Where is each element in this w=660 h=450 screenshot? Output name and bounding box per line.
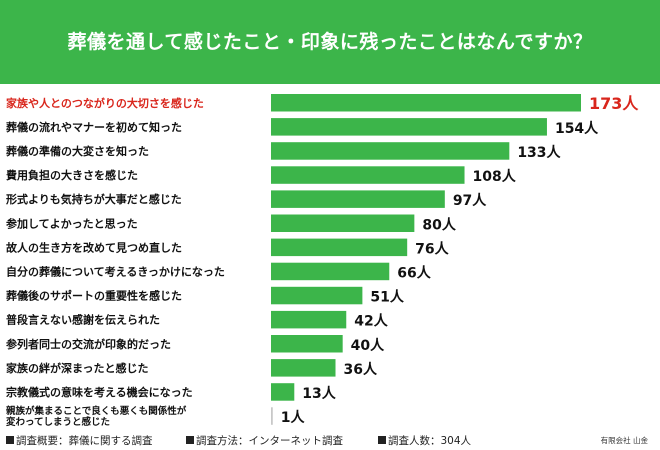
value-label: 154人 — [555, 120, 599, 137]
square-bullet-icon — [6, 436, 14, 444]
square-bullet-icon — [378, 436, 386, 444]
category-label: 家族や人とのつながりの大切さを感じた — [6, 96, 204, 110]
category-label: 形式よりも気持ちが大事だと感じた — [6, 192, 182, 206]
value-label: 1人 — [281, 409, 306, 426]
bar — [271, 335, 343, 353]
survey-method-note: 調査方法：インターネット調査 — [186, 433, 343, 448]
value-label: 51人 — [370, 289, 404, 306]
category-label: 費用負担の大きさを感じた — [5, 168, 138, 182]
value-label: 40人 — [351, 337, 385, 354]
bar — [271, 407, 273, 425]
category-label: 参列者同士の交流が印象的だった — [6, 337, 171, 351]
square-bullet-icon — [186, 436, 194, 444]
category-label: 故人の生き方を改めて見つめ直した — [6, 240, 182, 254]
bar — [271, 310, 347, 329]
value-label: 133人 — [517, 144, 561, 161]
category-label: 普段言えない感謝を伝えられた — [6, 313, 160, 327]
category-label: 参加してよかったと思った — [6, 216, 138, 230]
category-label: 葬儀の準備の大変さを知った — [6, 144, 149, 158]
category-label: 宗教儀式の意味を考える機会になった — [6, 385, 193, 399]
bar — [271, 286, 363, 305]
bar — [271, 359, 336, 377]
category-label: 葬儀後のサポートの重要性を感じた — [6, 289, 182, 303]
value-label: 66人 — [397, 264, 431, 281]
respondents-note: 調査人数：304人 — [378, 433, 471, 448]
value-label: 80人 — [422, 216, 456, 233]
value-label: 13人 — [302, 385, 336, 402]
bar — [271, 118, 547, 136]
category-label: 自分の葬儀について考えるきっかけになった — [6, 264, 225, 278]
survey-footer: 調査概要：葬儀に関する調査 調査方法：インターネット調査 調査人数：304人 有… — [6, 433, 654, 449]
survey-overview-note: 調査概要：葬儀に関する調査 — [6, 433, 153, 448]
value-label: 42人 — [354, 313, 388, 330]
category-label: 親族が集まることで良くも悪くも関係性が変わってしまうと感じた — [6, 405, 187, 428]
bar — [271, 190, 445, 208]
bar — [271, 214, 415, 232]
bar — [271, 383, 295, 401]
value-label: 108人 — [473, 168, 517, 185]
value-label: 97人 — [453, 192, 487, 209]
value-label: 36人 — [344, 361, 378, 378]
bar — [271, 166, 465, 184]
title-banner: 葬儀を通して感じたこと・印象に残ったことはなんですか？ — [0, 0, 660, 84]
bar — [271, 262, 390, 281]
category-label: 家族の絆が深まったと感じた — [6, 361, 149, 375]
category-label: 葬儀の流れやマナーを初めて知った — [6, 120, 182, 134]
chart-title: 葬儀を通して感じたこと・印象に残ったことはなんですか？ — [67, 31, 593, 53]
value-label: 76人 — [415, 240, 449, 257]
bar — [271, 142, 510, 160]
bar — [271, 238, 408, 257]
company-credit: 有限会社 山金 — [600, 436, 648, 445]
bar — [271, 94, 581, 112]
value-label: 173人 — [589, 94, 639, 113]
